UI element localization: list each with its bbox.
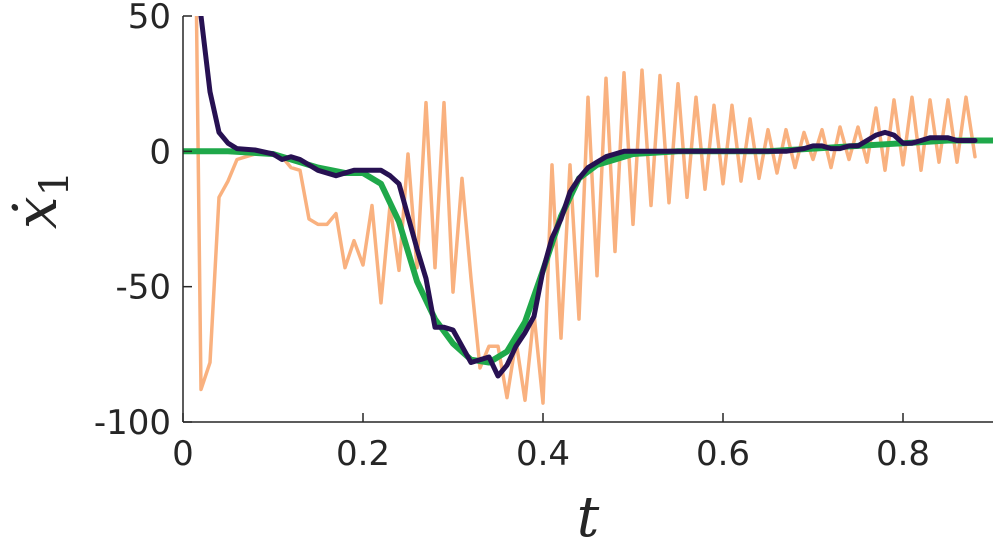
y-tick-label: -50 — [115, 268, 171, 308]
series-line-1 — [194, 16, 977, 405]
y-tick-label: -100 — [94, 403, 171, 443]
y-axis-title-main: ẋ — [2, 196, 70, 229]
x-tick-label: 0.6 — [696, 434, 750, 474]
x-tick-label: 0 — [172, 434, 194, 474]
tick-layer: 0 0.2 0.4 0.6 0.8 50 0 -50 -100 — [94, 0, 930, 474]
series-line-3 — [198, 16, 978, 379]
x-axis-title: t — [577, 485, 600, 543]
y-axis-title: ẋ1 — [2, 171, 78, 229]
y-tick-label: 50 — [128, 0, 171, 37]
y-tick-label: 0 — [149, 132, 171, 172]
series-line-2 — [183, 137, 993, 366]
x-tick-label: 0.8 — [876, 434, 930, 474]
series-layer — [183, 16, 993, 405]
svg-text:ẋ1: ẋ1 — [2, 171, 78, 229]
x-tick-label: 0.2 — [336, 434, 390, 474]
x-tick-label: 0.4 — [516, 434, 570, 474]
y-axis-title-subscript: 1 — [32, 171, 78, 196]
